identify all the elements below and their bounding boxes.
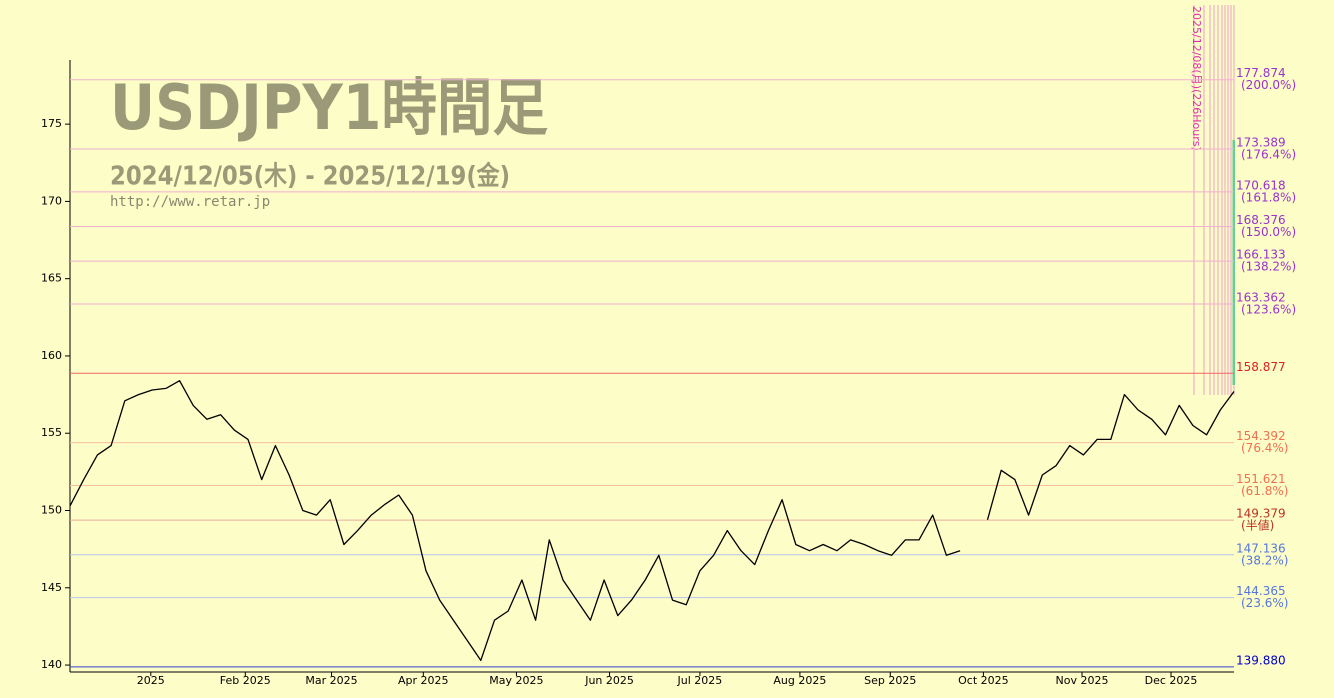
level-percent: (38.2%) — [1241, 553, 1288, 567]
level-percent: (61.8%) — [1241, 484, 1288, 498]
x-tick-label: Sep 2025 — [864, 674, 916, 687]
y-tick-label: 150 — [41, 504, 62, 517]
level-percent: (138.2%) — [1241, 260, 1296, 274]
level-percent: (123.6%) — [1241, 302, 1296, 316]
y-tick-label: 155 — [41, 426, 62, 439]
level-percent: (200.0%) — [1241, 78, 1296, 92]
level-value: 170.618 — [1236, 178, 1286, 192]
chart-subtitle: 2024/12/05(木) - 2025/12/19(金) — [110, 161, 510, 192]
level-value: 177.874 — [1236, 66, 1286, 80]
y-tick-label: 175 — [41, 117, 62, 130]
x-tick-label: 2025 — [137, 674, 165, 687]
level-value: 163.362 — [1236, 290, 1286, 304]
level-percent: (176.4%) — [1241, 148, 1296, 162]
x-tick-label: May 2025 — [489, 674, 543, 687]
level-value: 144.365 — [1236, 584, 1286, 598]
y-tick-label: 170 — [41, 194, 62, 207]
x-tick-label: Mar 2025 — [305, 674, 357, 687]
level-percent: (76.4%) — [1241, 441, 1288, 455]
price-line — [69, 380, 1235, 662]
level-value: 151.621 — [1236, 472, 1286, 486]
x-tick-label: Aug 2025 — [773, 674, 826, 687]
level-value: 166.133 — [1236, 248, 1286, 262]
annotation: 2025/12/08(月)(226Hours) — [1190, 6, 1203, 151]
level-percent: (150.0%) — [1241, 225, 1296, 239]
level-percent: (23.6%) — [1241, 596, 1288, 610]
level-value: 149.379 — [1236, 507, 1286, 521]
y-tick-label: 165 — [41, 272, 62, 285]
level-value: 139.880 — [1236, 653, 1286, 667]
x-tick-label: Jul 2025 — [677, 674, 723, 687]
level-value: 173.389 — [1236, 136, 1286, 150]
x-tick-label: Dec 2025 — [1145, 674, 1198, 687]
x-tick-label: Oct 2025 — [958, 674, 1009, 687]
x-tick-label: Feb 2025 — [220, 674, 271, 687]
chart-title: USDJPY1時間足 — [110, 71, 548, 144]
x-tick-label: Nov 2025 — [1056, 674, 1109, 687]
y-tick-label: 140 — [41, 658, 62, 671]
level-value: 147.136 — [1236, 541, 1286, 555]
y-tick-label: 160 — [41, 349, 62, 362]
level-value: 168.376 — [1236, 213, 1286, 227]
level-percent: (161.8%) — [1241, 190, 1296, 204]
source-url: http://www.retar.jp — [110, 194, 270, 210]
x-tick-label: Apr 2025 — [398, 674, 449, 687]
level-value: 154.392 — [1236, 429, 1286, 443]
level-value: 158.877 — [1236, 360, 1286, 374]
level-percent: (半値) — [1241, 518, 1274, 533]
x-tick-label: Jun 2025 — [584, 674, 634, 687]
range-bar — [1232, 140, 1235, 385]
y-tick-label: 145 — [41, 581, 62, 594]
